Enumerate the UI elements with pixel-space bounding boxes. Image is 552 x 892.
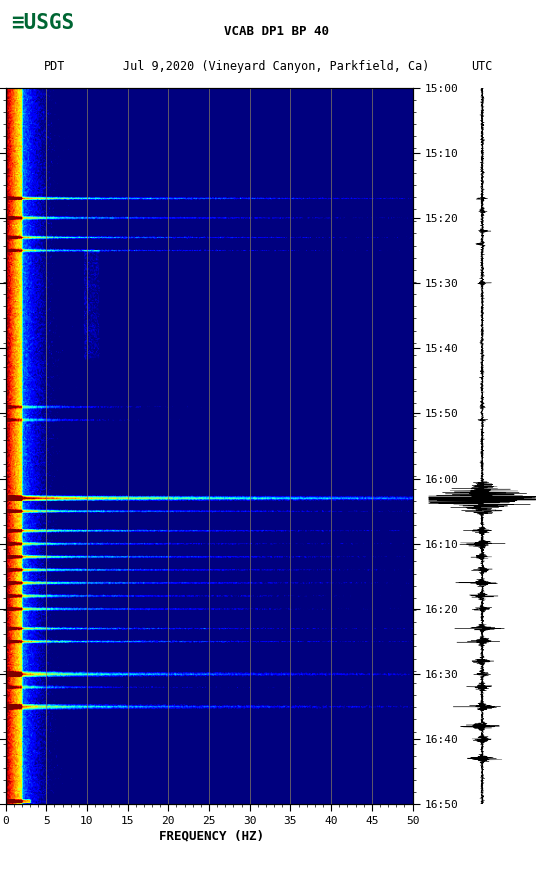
Text: UTC: UTC — [471, 60, 492, 73]
Text: VCAB DP1 BP 40: VCAB DP1 BP 40 — [224, 25, 328, 37]
Text: Jul 9,2020 (Vineyard Canyon, Parkfield, Ca): Jul 9,2020 (Vineyard Canyon, Parkfield, … — [123, 60, 429, 73]
Text: ≡USGS: ≡USGS — [11, 12, 74, 33]
Text: FREQUENCY (HZ): FREQUENCY (HZ) — [158, 830, 264, 842]
Text: PDT: PDT — [44, 60, 65, 73]
